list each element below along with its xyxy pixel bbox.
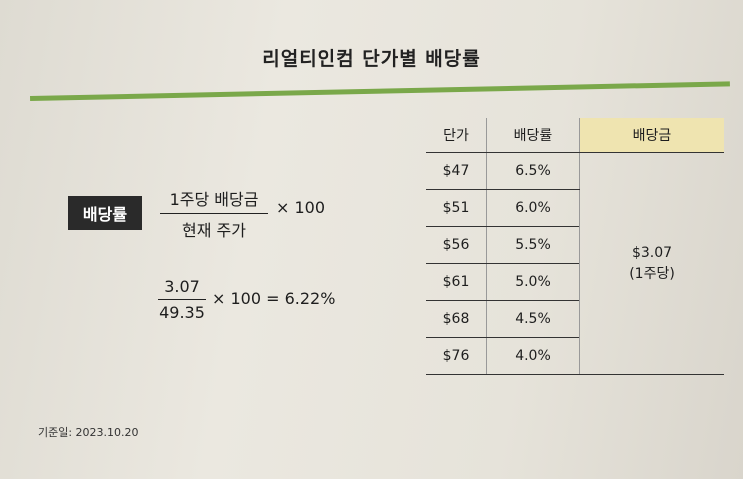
reference-date-note: 기준일: 2023.10.20	[38, 426, 139, 439]
table-row: $56 5.5%	[426, 226, 724, 264]
formula-label: 배당률	[68, 196, 142, 230]
formula-numerator: 1주당 배당금	[169, 190, 259, 209]
price-cell: $68	[426, 300, 487, 338]
table-row: $61 5.0%	[426, 263, 724, 301]
accent-divider	[30, 81, 730, 101]
formula-fraction: 1주당 배당금 현재 주가	[160, 186, 268, 241]
yield-cell: 5.5%	[486, 226, 580, 264]
yield-cell: 6.5%	[486, 152, 580, 190]
example-fraction: 3.07 49.35	[158, 277, 206, 322]
dividend-unit: (1주당)	[629, 265, 675, 282]
header-dividend: 배당금	[579, 118, 724, 153]
header-yield: 배당률	[486, 118, 580, 153]
table-row: $47 6.5% $3.07 (1주당)	[426, 152, 724, 375]
table-row: $76 4.0%	[426, 337, 724, 375]
price-cell: $61	[426, 263, 487, 301]
yield-cell: 5.0%	[486, 263, 580, 301]
table-header-row: 단가 배당률 배당금	[426, 118, 724, 153]
fraction-bar	[158, 299, 206, 300]
example-denominator: 49.35	[159, 303, 205, 322]
example-numerator: 3.07	[164, 277, 200, 296]
price-cell: $47	[426, 152, 487, 190]
yield-cell: 4.5%	[486, 300, 580, 338]
example-result: × 100 = 6.22%	[212, 289, 336, 308]
yield-table: 단가 배당률 배당금 $47 6.5% $3.07 (1주당) $51 6.0%…	[426, 118, 724, 375]
header-price: 단가	[426, 118, 487, 153]
price-cell: $51	[426, 189, 487, 227]
yield-cell: 6.0%	[486, 189, 580, 227]
dividend-value: $3.07	[631, 245, 673, 262]
formula-denominator: 현재 주가	[182, 221, 246, 240]
price-cell: $76	[426, 337, 487, 375]
fraction-bar	[160, 213, 268, 214]
figure-title: 리얼티인컴 단가별 배당률	[262, 48, 481, 70]
yield-cell: 4.0%	[486, 337, 580, 375]
table-row: $68 4.5%	[426, 300, 724, 338]
table-row: $51 6.0%	[426, 189, 724, 227]
dividend-cell: $3.07 (1주당)	[579, 152, 724, 375]
price-cell: $56	[426, 226, 487, 264]
formula-multiplier: × 100	[276, 198, 326, 217]
